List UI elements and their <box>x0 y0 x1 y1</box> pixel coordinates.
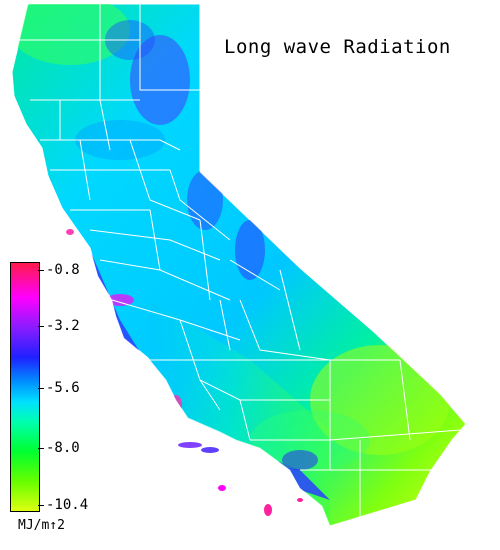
legend-tick <box>38 270 44 271</box>
islands <box>66 229 303 516</box>
legend-tick-label: -0.8 <box>46 262 80 278</box>
legend-unit-label: MJ/m↑2 <box>18 518 65 533</box>
island <box>66 229 74 235</box>
island <box>218 485 226 491</box>
county-borders <box>14 4 461 520</box>
island <box>178 442 202 448</box>
legend-tick <box>38 388 44 389</box>
legend-tick <box>38 505 44 506</box>
legend-tick-label: -8.0 <box>46 440 80 456</box>
island <box>201 447 219 453</box>
island <box>297 498 303 502</box>
legend-tick-label: -10.4 <box>46 497 89 513</box>
legend-tick <box>38 326 44 327</box>
legend-tick-label: -5.6 <box>46 380 80 396</box>
color-scale-bar <box>10 262 40 512</box>
island <box>264 504 272 516</box>
map-title: Long wave Radiation <box>224 36 451 58</box>
legend-tick-label: -3.2 <box>46 318 80 334</box>
legend-tick <box>38 448 44 449</box>
